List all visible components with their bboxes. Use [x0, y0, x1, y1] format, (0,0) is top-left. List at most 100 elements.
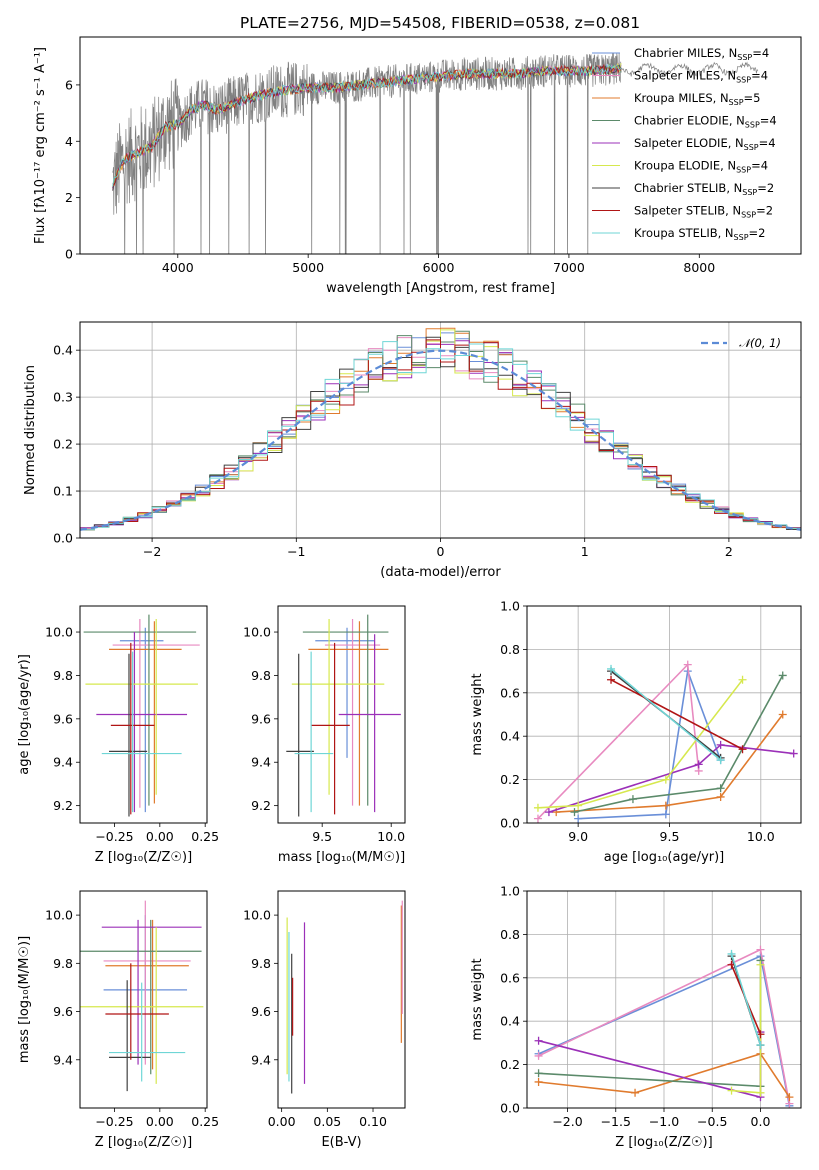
weight-marker	[607, 675, 616, 684]
y-tick-label: 9.8	[251, 956, 271, 971]
legend-sub: SSP	[744, 143, 759, 152]
weight-marker	[694, 760, 703, 769]
y-axis-label: mass [log₁₀(M/M☉)]	[17, 936, 32, 1063]
y-tick-label: 9.2	[251, 798, 271, 813]
x-tick-label: −1.5	[601, 1114, 631, 1129]
weight-line	[730, 953, 762, 1046]
y-tick-label: 9.6	[251, 711, 271, 726]
y-tick-label: 10.0	[243, 908, 271, 923]
weight-marker	[738, 745, 747, 754]
axes-frame	[277, 605, 406, 824]
y-tick-label: 9.6	[251, 1004, 271, 1019]
weight-marker	[716, 792, 725, 801]
x-tick-label: 0.00	[146, 829, 174, 844]
plot-area	[527, 891, 801, 1108]
weight-marker	[533, 814, 542, 823]
plot-area	[80, 322, 801, 538]
x-axis-label: mass [log₁₀(M/M☉)]	[278, 850, 405, 865]
x-tick-label: 9.5	[660, 829, 680, 844]
legend-entry: Kroupa MILES, NSSP=5	[634, 91, 760, 107]
legend-label: Chabrier MILES, N	[634, 46, 737, 60]
y-tick-label: 9.4	[251, 1052, 271, 1067]
x-tick-label: 0.25	[191, 829, 219, 844]
y-tick-label: 9.2	[53, 798, 73, 813]
axes-frame	[79, 321, 802, 539]
weight-line	[538, 960, 762, 1088]
x-tick-label: 1	[581, 544, 589, 559]
x-tick-label: −2.0	[552, 1114, 582, 1129]
legend-sub: SSP	[729, 98, 744, 107]
weight-marker	[727, 949, 736, 958]
y-tick-label: 10.0	[45, 625, 73, 640]
weight-marker	[683, 660, 692, 669]
x-axis-label: wavelength [Angstrom, rest frame]	[326, 281, 555, 296]
y-tick-label: 10.0	[243, 625, 271, 640]
weight-line	[610, 679, 743, 750]
weight-line	[538, 1052, 791, 1098]
weight-marker	[533, 803, 542, 812]
panel-residuals: −2 −1 0 1 2 0.0 0.1 0.2 0.3 0.4 (data-model)/error…	[23, 321, 802, 580]
plot-area	[112, 52, 759, 254]
legend-sub: SSP	[736, 166, 751, 175]
weight-marker	[534, 1077, 543, 1086]
legend-entry: Salpeter MILES, NSSP=4	[634, 69, 768, 85]
plot-area	[286, 900, 403, 1094]
y-tick-label: 4	[65, 134, 73, 149]
x-tick-label: 0.00	[268, 1114, 296, 1129]
x-tick-label: 8000	[683, 260, 715, 275]
weight-line	[578, 667, 722, 820]
x-tick-label: −1	[287, 544, 305, 559]
x-axis-label: Z [log₁₀(Z/Z☉)]	[615, 1135, 712, 1150]
weight-line	[556, 714, 784, 813]
weight-marker	[716, 784, 725, 793]
legend-entry: Chabrier STELIB, NSSP=2	[634, 181, 774, 197]
legend-entry: Chabrier ELODIE, NSSP=4	[634, 114, 777, 130]
x-tick-label: 0.00	[146, 1114, 174, 1129]
x-tick-label: 6000	[423, 260, 455, 275]
y-tick-label: 9.6	[53, 711, 73, 726]
y-tick-label: 0.1	[53, 484, 73, 499]
legend-label: Salpeter STELIB, N	[634, 204, 741, 218]
y-tick-label: 0.0	[500, 1101, 520, 1116]
x-tick-label: 9.5	[312, 829, 332, 844]
legend-label: Chabrier ELODIE, N	[634, 114, 745, 128]
plot-area	[527, 606, 801, 823]
y-tick-label: 0.2	[53, 437, 73, 452]
x-tick-label: 0.25	[191, 1114, 219, 1129]
legend-label: Chabrier STELIB, N	[634, 181, 742, 195]
x-axis-label: (data-model)/error	[380, 565, 501, 580]
x-tick-label: −0.25	[95, 1114, 133, 1129]
y-tick-label: 9.8	[53, 956, 73, 971]
y-tick-label: 0.6	[500, 685, 520, 700]
legend-label: Salpeter MILES, N	[634, 69, 736, 83]
x-tick-label: 0.10	[359, 1114, 387, 1129]
panel-spectrum: 4000 5000 6000 7000 8000 0 2 4 6 wavelength [Angs…	[33, 36, 802, 296]
y-tick-label: 0.0	[53, 531, 73, 546]
y-axis-label: Normed distribution	[23, 365, 38, 495]
legend-sub: SSP	[745, 121, 760, 130]
y-tick-label: 0.2	[500, 1057, 520, 1072]
x-tick-label: −1.0	[649, 1114, 679, 1129]
weight-marker	[574, 801, 583, 810]
legend-tail: =4	[752, 46, 769, 60]
weight-marker	[727, 1086, 736, 1095]
y-tick-label: 0.2	[500, 772, 520, 787]
axes-frame	[526, 890, 802, 1109]
y-tick-label: 9.4	[53, 755, 73, 770]
x-tick-label: 9.0	[568, 829, 588, 844]
y-tick-label: 0.4	[500, 729, 520, 744]
weight-marker	[756, 1041, 765, 1050]
weight-marker	[607, 664, 616, 673]
panel-mass-vs-ebv: 0.00 0.05 0.10 9.4 9.6 9.8 10.0 E(B-V)	[243, 890, 406, 1150]
x-axis-label: Z [log₁₀(Z/Z☉)]	[95, 1135, 192, 1150]
axes-frame	[79, 890, 208, 1109]
x-tick-label: 0.0	[751, 1114, 771, 1129]
weight-marker	[778, 671, 787, 680]
y-axis-label: mass weight	[470, 673, 485, 755]
y-tick-label: 9.6	[53, 1004, 73, 1019]
panel-age-vs-mass: 9.5 10.0 9.2 9.4 9.6 9.8 10.0 mass [log₁₀(M/M☉)…	[243, 605, 406, 865]
y-tick-label: 1.0	[500, 599, 520, 614]
legend-entry: Kroupa ELODIE, NSSP=4	[634, 159, 768, 175]
x-tick-label: −2	[143, 544, 161, 559]
weight-marker	[716, 740, 725, 749]
